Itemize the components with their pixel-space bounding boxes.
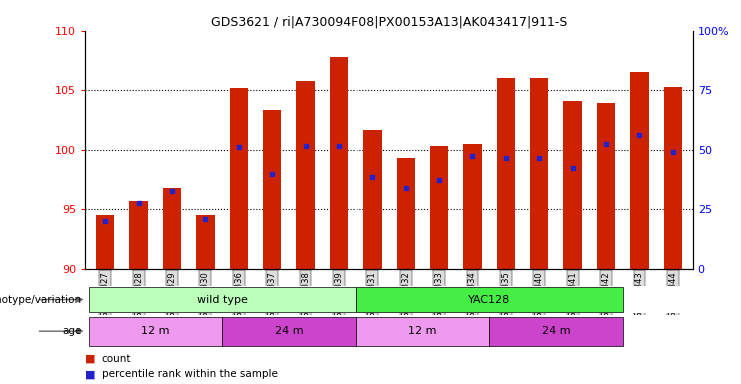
Bar (330, 57, 348, 269)
Text: 12 m: 12 m (141, 326, 170, 336)
Text: 12 m: 12 m (408, 326, 436, 336)
Text: ■: ■ (85, 354, 96, 364)
Bar (356, 287, 622, 312)
Bar (230, 88, 248, 269)
Text: count: count (102, 354, 131, 364)
Bar (196, 215, 215, 269)
Bar (430, 146, 448, 269)
Bar (563, 101, 582, 269)
Bar (89, 287, 356, 312)
Bar (489, 316, 622, 346)
Bar (363, 129, 382, 269)
Bar (631, 72, 648, 269)
Bar (597, 103, 615, 269)
Bar (163, 188, 182, 269)
Bar (263, 111, 282, 269)
Bar (96, 215, 114, 269)
Bar (396, 158, 415, 269)
Bar (530, 78, 548, 269)
Text: YAC128: YAC128 (468, 295, 511, 305)
Bar (222, 316, 356, 346)
Bar (356, 316, 489, 346)
Text: ■: ■ (85, 369, 96, 379)
Text: wild type: wild type (196, 295, 247, 305)
Text: 24 m: 24 m (275, 326, 303, 336)
Bar (496, 78, 515, 269)
Bar (296, 81, 315, 269)
Title: GDS3621 / ri|A730094F08|PX00153A13|AK043417|911-S: GDS3621 / ri|A730094F08|PX00153A13|AK043… (211, 15, 567, 28)
Bar (89, 316, 222, 346)
Text: age: age (62, 326, 82, 336)
Text: genotype/variation: genotype/variation (0, 295, 82, 305)
Text: 24 m: 24 m (542, 326, 571, 336)
Bar (130, 201, 147, 269)
Text: percentile rank within the sample: percentile rank within the sample (102, 369, 277, 379)
Bar (463, 144, 482, 269)
Bar (664, 87, 682, 269)
